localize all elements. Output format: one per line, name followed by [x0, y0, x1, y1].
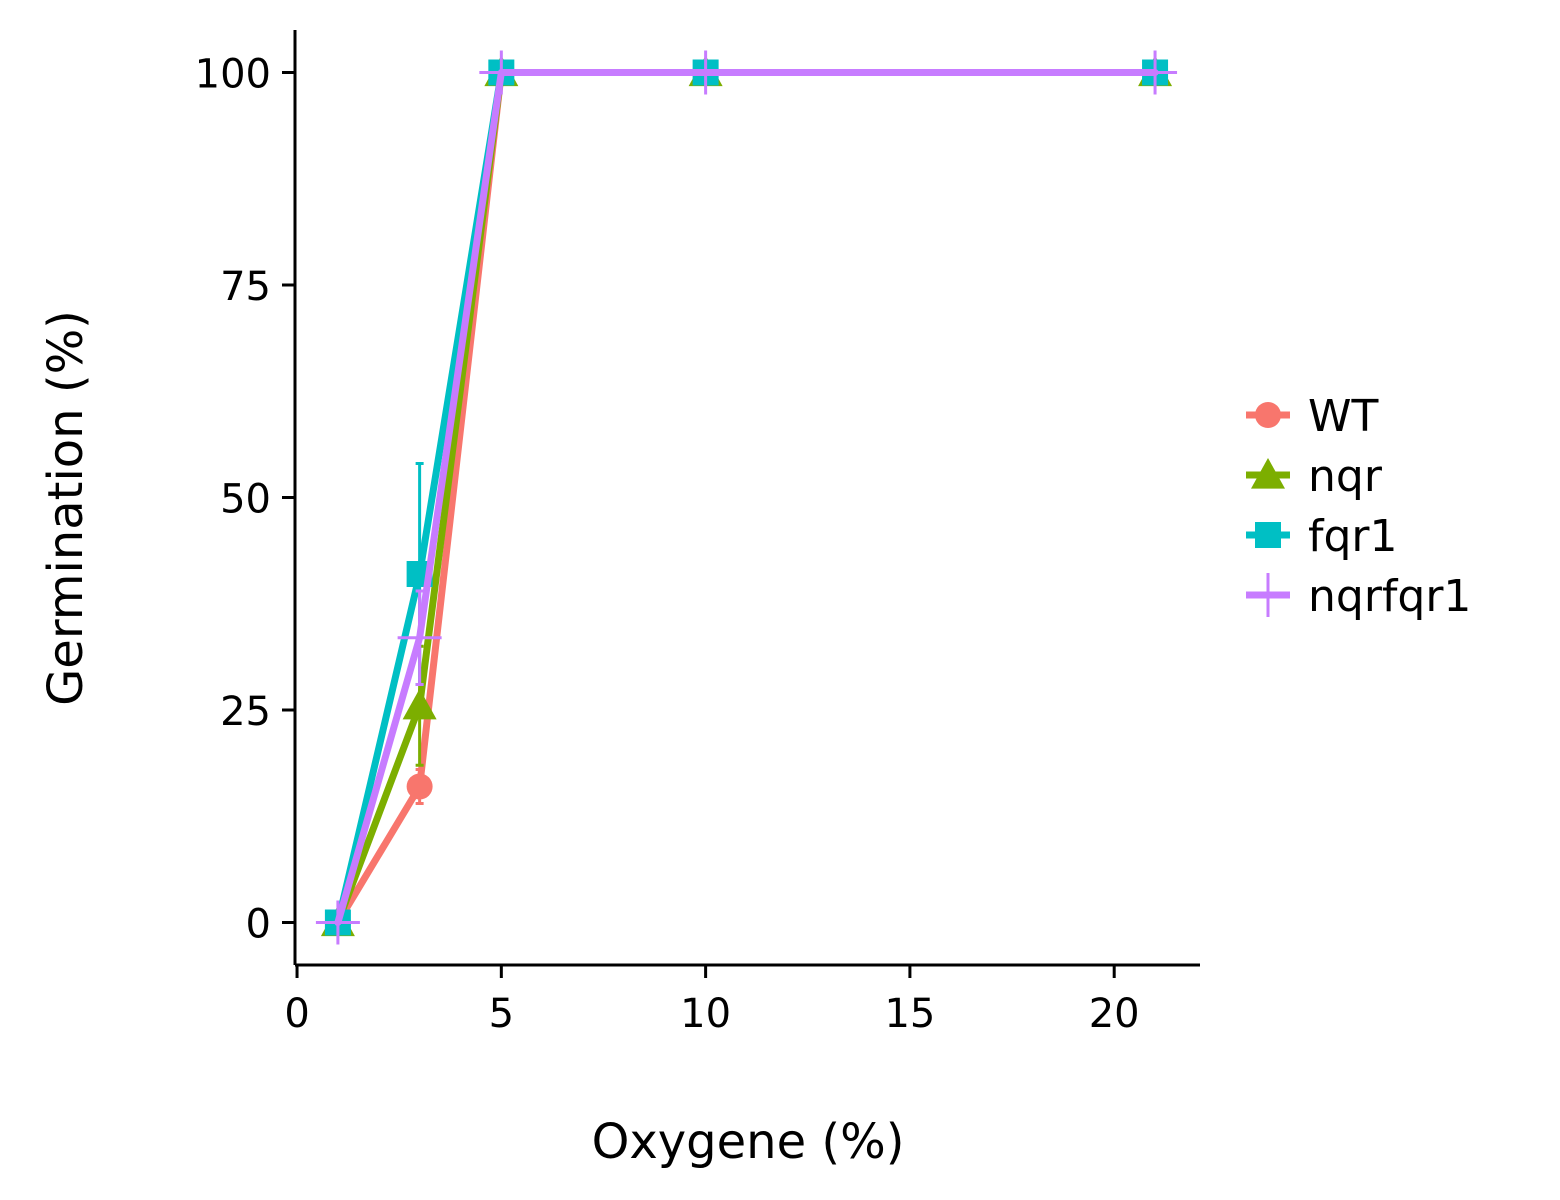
y-ticks: 0 25 50 75 100 [195, 52, 295, 948]
y-tick-label: 0 [246, 902, 271, 948]
series-line [334, 69, 1159, 926]
x-tick-label: 20 [1089, 991, 1140, 1037]
y-tick-label: 25 [220, 689, 271, 735]
plus-marker [315, 900, 360, 945]
legend-item: fqr1 [1246, 511, 1398, 562]
x-tick-label: 10 [680, 991, 731, 1037]
square-marker [1255, 522, 1281, 548]
legend-item: WT [1246, 391, 1379, 442]
plus-marker [397, 615, 442, 660]
series-line [334, 69, 1159, 926]
series-line [334, 69, 1159, 926]
x-ticks: 0 5 10 15 20 [284, 965, 1140, 1037]
legend-label: fqr1 [1308, 511, 1398, 562]
plus-marker [1246, 573, 1290, 617]
series-line [334, 69, 1159, 926]
legend-label: WT [1308, 391, 1379, 442]
x-tick-label: 0 [284, 991, 309, 1037]
x-tick-label: 15 [884, 991, 935, 1037]
series-layer [315, 50, 1178, 945]
y-tick-label: 50 [220, 477, 271, 523]
x-tick-label: 5 [489, 991, 514, 1037]
y-tick-label: 100 [195, 52, 271, 98]
x-axis-title: Oxygene (%) [592, 1114, 905, 1170]
axes: 0 25 50 75 100 0 5 10 15 20 [195, 30, 1200, 1037]
triangle-marker [1251, 458, 1285, 489]
triangle-marker [402, 688, 437, 720]
series-nqr [320, 55, 1173, 937]
series-nqrfqr1 [315, 50, 1178, 945]
circle-marker [1255, 402, 1281, 428]
series-WT [324, 59, 1169, 936]
legend-item: nqr [1246, 451, 1383, 502]
plus-marker [683, 50, 728, 95]
legend-item: nqrfqr1 [1246, 571, 1471, 622]
plus-marker [1133, 50, 1178, 95]
circle-marker [406, 773, 433, 800]
legend-label: nqr [1308, 451, 1383, 502]
y-tick-label: 75 [220, 264, 271, 310]
plus-marker [479, 50, 524, 95]
y-axis-title: Germination (%) [38, 310, 94, 706]
legend-label: nqrfqr1 [1308, 571, 1471, 622]
